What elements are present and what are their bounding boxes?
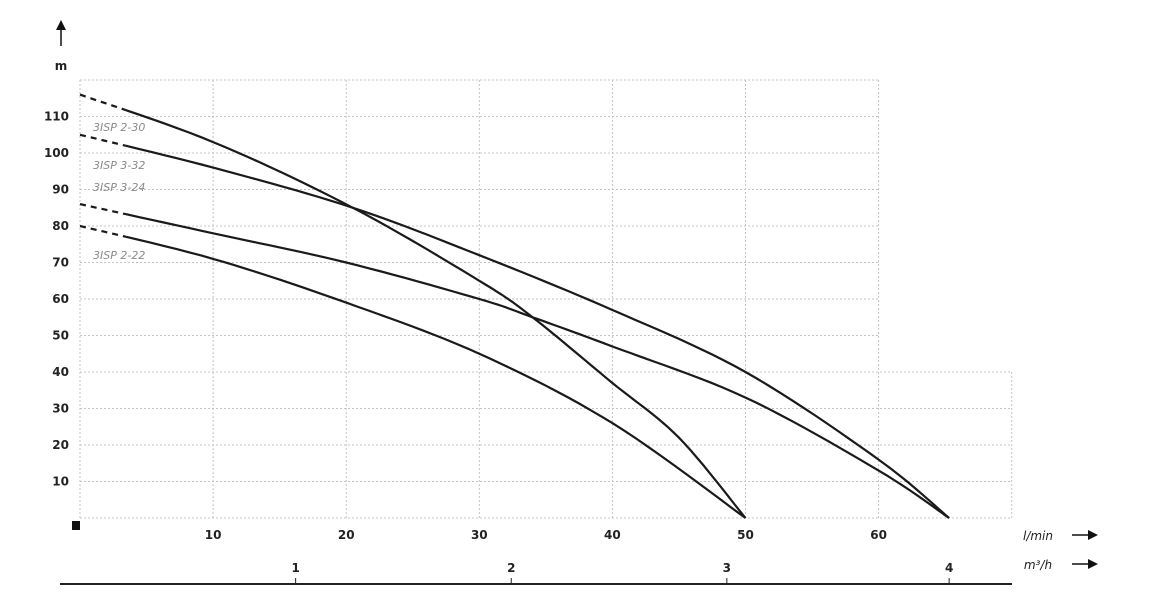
x-tick-label: 50 [737,528,754,542]
curve-3isp-3-32-extrapolated [79,133,126,147]
curve-3isp-2-30-extrapolated [79,93,127,112]
x-tick-label: 40 [604,528,621,542]
series-label: 3ISP 2-30 [93,121,145,134]
curve-3isp-2-30 [125,109,747,519]
x-tick-label: 10 [205,528,222,542]
y-tick-label: 20 [52,438,69,452]
grid [79,79,1013,519]
x-tick-label: 30 [471,528,488,542]
y-axis-arrow-icon [56,20,66,30]
y-tick-label: 100 [44,146,69,160]
curve-3isp-2-22 [125,235,747,519]
x2-tick-label: 3 [723,561,731,575]
curves [79,93,950,519]
y-tick-label: 40 [52,365,69,379]
curve-3isp-3-24 [125,213,950,519]
y-tick-label: 70 [52,256,69,270]
curve-3isp-3-24-extrapolated [79,203,127,216]
x-axis-label: l/min [1023,529,1053,543]
curve-3isp-2-22-extrapolated [79,224,127,238]
y-tick-label: 30 [52,402,69,416]
series-label: 3ISP 3-24 [93,181,145,194]
y-tick-label: 60 [52,292,69,306]
x2-axis-label: m³/h [1024,558,1052,572]
y-axis-label: m [55,59,68,73]
tick-labels: 10 20 30 40 50 60 10 20 30 40 50 60 70 80 90 100 110 1 2 3 4 [44,110,953,584]
x2-tick-label: 2 [507,561,515,575]
series-label: 3ISP 3-32 [93,159,145,172]
x2-tick-label: 1 [291,561,299,575]
x2-tick-label: 4 [945,561,953,575]
x-tick-label: 20 [338,528,355,542]
y-tick-label: 80 [52,219,69,233]
axes: m l/min m³/h [55,20,1098,585]
x-axis-arrow-icon [1088,530,1098,540]
x-tick-label: 60 [870,528,887,542]
y-tick-label: 50 [52,329,69,343]
y-tick-label: 110 [44,110,69,124]
series-label: 3ISP 2-22 [93,249,145,262]
y-tick-label: 10 [52,475,69,489]
series-labels: 3ISP 2-30 3ISP 3-32 3ISP 3-24 3ISP 2-22 [93,121,145,262]
curve-3isp-3-32 [125,144,950,519]
y-tick-label: 90 [52,183,69,197]
x2-axis-arrow-icon [1088,559,1098,569]
origin-marker [72,521,80,530]
